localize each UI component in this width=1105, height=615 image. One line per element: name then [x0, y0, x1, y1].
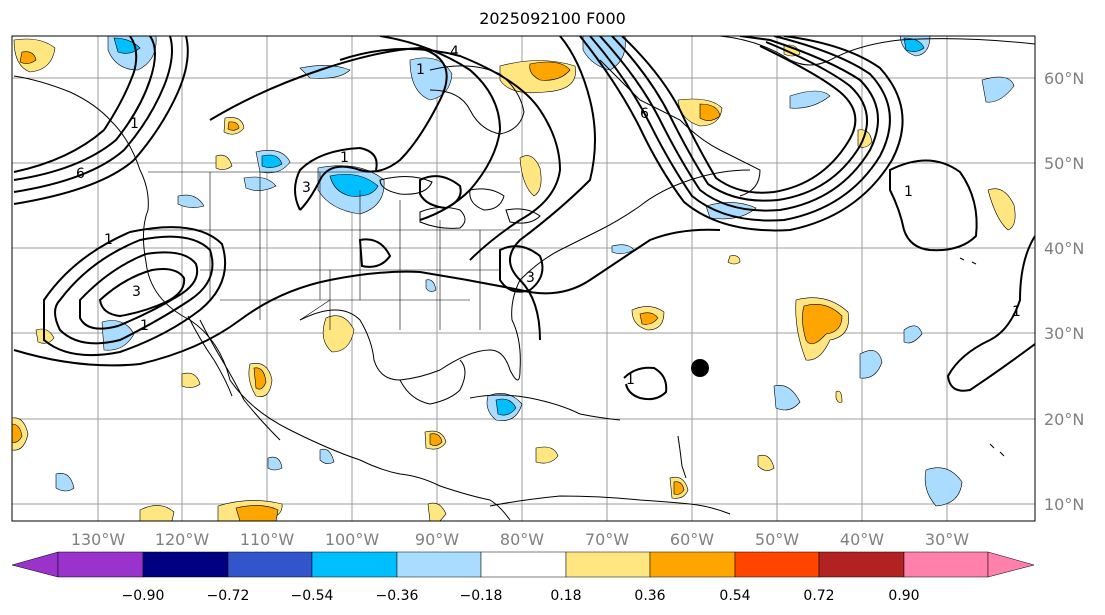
contour-label: 1 — [1012, 304, 1021, 320]
lat-label: 10°N — [1044, 495, 1084, 514]
longitude-labels: 130°W 120°W 110°W 100°W 90°W 80°W 70°W 6… — [71, 530, 969, 549]
contour-label-group: 6 4 1 3 1 6 1 1 3 1 1 3 1 1 — [76, 44, 1021, 388]
colorbar-tick: 0.54 — [719, 588, 750, 604]
lon-label: 130°W — [71, 530, 126, 549]
contour-label: 3 — [302, 180, 311, 196]
contour-label: 6 — [76, 166, 85, 182]
colorbar-swatch — [649, 551, 736, 578]
colorbar-swatch — [227, 551, 313, 578]
colorbar-tick: −0.36 — [376, 588, 419, 604]
contour-label: 6 — [640, 106, 649, 122]
colorbar-tick: −0.72 — [207, 588, 250, 604]
map-border — [11, 35, 1036, 522]
colorbar-tick: −0.90 — [122, 588, 165, 604]
contour-label: 1 — [104, 232, 113, 248]
colorbar-ticks: −0.90 −0.72 −0.54 −0.36 −0.18 0.18 0.36 … — [122, 588, 920, 604]
colorbar-tick: −0.54 — [291, 588, 334, 604]
anomaly-shading — [12, 36, 1016, 521]
lon-label: 90°W — [415, 530, 459, 549]
lat-label: 60°N — [1044, 69, 1084, 88]
colorbar-arrow-right — [987, 551, 1035, 578]
contour-label: 1 — [416, 62, 425, 78]
contour-label: 4 — [450, 44, 459, 60]
colorbar-arrow-left — [11, 551, 59, 578]
map-title: 2025092100 F000 — [479, 9, 626, 28]
lon-label: 120°W — [155, 530, 210, 549]
contour-lines — [13, 36, 1035, 401]
lon-label: 100°W — [325, 530, 380, 549]
lon-label: 40°W — [840, 530, 884, 549]
colorbar-swatch — [818, 551, 905, 578]
storm-center-marker[interactable] — [691, 359, 709, 377]
contour-label: 1 — [626, 372, 635, 388]
lat-label: 20°N — [1044, 410, 1084, 429]
colorbar-tick: −0.18 — [460, 588, 503, 604]
lon-label: 80°W — [500, 530, 544, 549]
contour-label: 1 — [140, 318, 149, 334]
contour-label: 1 — [340, 150, 349, 166]
contour-label: 3 — [132, 284, 141, 300]
lon-label: 70°W — [585, 530, 629, 549]
lat-label: 30°N — [1044, 324, 1084, 343]
colorbar-tick: 0.90 — [888, 588, 919, 604]
lon-label: 50°W — [755, 530, 799, 549]
lat-label: 50°N — [1044, 154, 1084, 173]
latitude-labels: 60°N 50°N 40°N 30°N 20°N 10°N — [1044, 69, 1084, 514]
colorbar-swatch — [480, 551, 567, 578]
colorbar-tick: 0.72 — [803, 588, 834, 604]
colorbar-swatch — [565, 551, 651, 578]
contour-label: 1 — [130, 116, 139, 132]
political-borders — [148, 171, 520, 330]
colorbar — [11, 551, 1035, 578]
lon-label: 60°W — [670, 530, 714, 549]
contour-label: 3 — [526, 270, 535, 286]
colorbar-swatch — [396, 551, 482, 578]
colorbar-swatch — [734, 551, 820, 578]
contour-label: 1 — [904, 184, 913, 200]
lon-label: 110°W — [240, 530, 295, 549]
colorbar-swatch — [142, 551, 229, 578]
colorbar-swatch — [311, 551, 398, 578]
colorbar-swatch — [903, 551, 989, 578]
colorbar-tick: 0.36 — [634, 588, 665, 604]
lon-label: 30°W — [925, 530, 969, 549]
lat-label: 40°N — [1044, 239, 1084, 258]
colorbar-tick: 0.18 — [550, 588, 581, 604]
colorbar-swatch — [57, 551, 144, 578]
